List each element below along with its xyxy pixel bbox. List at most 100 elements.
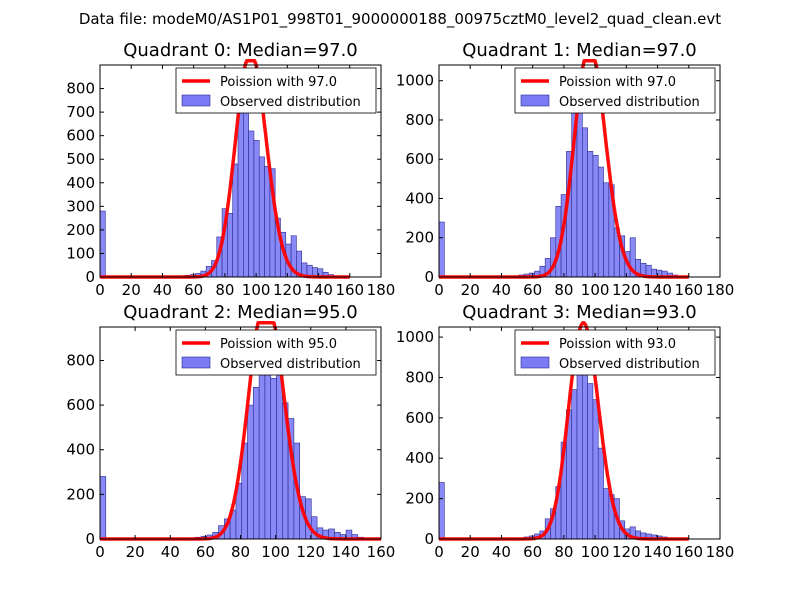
x-tick-label: 80 [554, 281, 573, 299]
axes-frame [99, 64, 382, 278]
y-tick-label: 0 [85, 530, 95, 548]
subplot-title: Quadrant 3: Median=93.0 [462, 302, 697, 323]
histogram-bar [576, 100, 583, 278]
x-tick-label: 60 [184, 281, 203, 299]
y-tick-label: 800 [405, 111, 434, 129]
subplot-quadrant-1: 0 20 40 60 80 100 120 140 160 180 0 200 400 600 800 100… [396, 40, 735, 299]
histogram-bar [243, 85, 249, 278]
x-tick-label: 100 [581, 543, 610, 561]
histogram-bar [248, 130, 255, 278]
histogram-bar [247, 404, 254, 540]
x-tick-label: 0 [95, 543, 105, 561]
x-tick-label: 20 [122, 281, 141, 299]
subplot-title: Quadrant 0: Median=97.0 [123, 40, 358, 61]
x-tick-label: 160 [674, 281, 703, 299]
x-tick-label: 100 [261, 543, 290, 561]
x-tick-label: 20 [461, 543, 480, 561]
legend: Poission with 97.0 Observed distribution [514, 67, 716, 114]
x-tick-label: 160 [335, 281, 364, 299]
y-tick-label: 200 [66, 485, 95, 503]
x-tick-label: 40 [161, 543, 180, 561]
axes-frame [438, 64, 721, 278]
histogram-bar [592, 154, 599, 278]
y-tick-label: 0 [424, 530, 434, 548]
y-tick-label: 300 [66, 197, 95, 215]
x-tick-label: 80 [554, 543, 573, 561]
histogram-bar [264, 353, 272, 540]
y-tick-label: 400 [405, 449, 434, 467]
histogram-bars [99, 337, 364, 540]
x-tick-label: 40 [153, 281, 172, 299]
axes-frame [438, 326, 721, 540]
subplot-quadrant-3: 0 20 40 60 80 100 120 140 160 180 0 200 400 600 800 100… [396, 302, 735, 561]
x-tick-label: 20 [461, 281, 480, 299]
legend: Poission with 93.0 Observed distribution [514, 329, 716, 376]
x-tick-label: 140 [332, 543, 361, 561]
y-tick-label: 600 [66, 127, 95, 145]
x-tick-label: 160 [367, 543, 396, 561]
legend-label: Observed distribution [559, 357, 700, 372]
x-tick-label: 120 [296, 543, 325, 561]
y-tick-label: 400 [66, 174, 95, 192]
y-tick-label: 1000 [396, 72, 434, 90]
x-tick-label: 100 [581, 281, 610, 299]
histogram-bar [597, 166, 604, 278]
y-tick-label: 0 [85, 268, 95, 286]
y-tick-label: 800 [405, 368, 434, 386]
legend-label: Poission with 97.0 [220, 75, 337, 90]
histogram-bar [603, 182, 610, 278]
legend-label: Poission with 93.0 [559, 337, 676, 352]
x-tick-label: 0 [434, 543, 444, 561]
y-tick-label: 100 [66, 244, 95, 262]
legend-bar-swatch [181, 356, 211, 369]
legend-bar-swatch [181, 94, 211, 107]
y-tick-label: 700 [66, 103, 95, 121]
histogram-bar [99, 210, 106, 278]
y-tick-label: 500 [66, 150, 95, 168]
x-tick-label: 80 [215, 281, 234, 299]
histogram-bar [587, 151, 594, 278]
legend-label: Observed distribution [559, 95, 700, 110]
histogram-bar [264, 165, 271, 278]
legend-bar-swatch [520, 356, 550, 369]
x-tick-label: 180 [706, 281, 735, 299]
x-tick-label: 80 [231, 543, 250, 561]
histogram-bar [438, 221, 445, 278]
histogram-bar [438, 482, 445, 540]
subplot-quadrant-2: 0 20 40 60 80 100 120 140 160 0 200 400 600 800 Quadra… [66, 302, 395, 561]
x-tick-label: 60 [196, 543, 215, 561]
legend: Poission with 97.0 Observed distribution [175, 67, 377, 114]
histogram-bar [582, 127, 588, 278]
y-tick-label: 800 [66, 351, 95, 369]
x-tick-label: 160 [674, 543, 703, 561]
x-tick-label: 60 [523, 281, 542, 299]
x-tick-label: 60 [523, 543, 542, 561]
y-tick-label: 800 [66, 80, 95, 98]
y-tick-label: 200 [66, 221, 95, 239]
legend: Poission with 95.0 Observed distribution [175, 329, 377, 376]
subplot-title: Quadrant 2: Median=95.0 [123, 302, 358, 323]
y-tick-label: 1000 [396, 328, 434, 346]
x-tick-label: 140 [643, 543, 672, 561]
histogram-bar [232, 163, 239, 278]
histogram-bar [253, 386, 260, 540]
x-tick-label: 180 [706, 543, 735, 561]
histogram-bar [603, 488, 610, 540]
histogram-bar [597, 447, 604, 540]
x-tick-label: 180 [367, 281, 396, 299]
histogram-bar [276, 369, 283, 540]
histogram-bar [270, 378, 277, 540]
legend-bar-swatch [520, 94, 550, 107]
y-tick-label: 400 [405, 189, 434, 207]
y-tick-label: 600 [405, 150, 434, 168]
histogram-bar [253, 140, 260, 278]
x-tick-label: 0 [95, 281, 105, 299]
x-tick-label: 120 [612, 543, 641, 561]
figure-suptitle: Data file: modeM0/AS1P01_998T01_90000001… [79, 10, 721, 29]
x-tick-label: 40 [492, 281, 511, 299]
panels-container: 0 20 40 60 80 100 120 140 160 1800100200300400500… [66, 40, 734, 561]
y-tick-label: 600 [405, 409, 434, 427]
histogram-bar [571, 389, 578, 540]
histogram-bar [99, 476, 107, 540]
